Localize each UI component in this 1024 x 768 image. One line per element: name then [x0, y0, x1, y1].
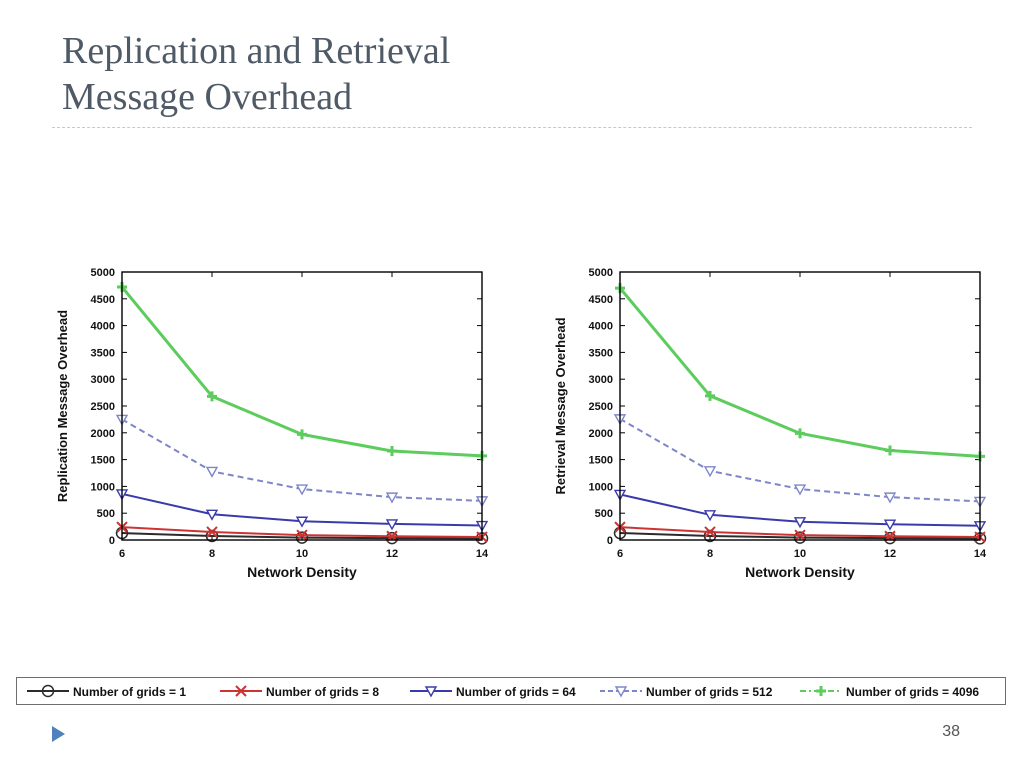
y-tick-label: 4500 — [91, 294, 115, 306]
series-line — [121, 532, 483, 540]
x-tick-label: 14 — [476, 548, 489, 560]
plot-frame — [121, 271, 483, 541]
data-point — [793, 531, 807, 544]
replication-overhead-chart: Replication Message Overhead 0 500 1000 1500… — [55, 267, 489, 580]
data-point — [296, 529, 308, 541]
page-number: 38 — [942, 723, 960, 740]
chart-legend: Number of grids = 1 Number of grids = 8 Nu… — [16, 677, 1006, 705]
y-axis-label: Replication Message Overhead — [55, 310, 70, 502]
series-line — [619, 532, 981, 540]
y-tick-label: 2500 — [589, 401, 613, 413]
y-tick-label: 4500 — [589, 294, 613, 306]
legend-label: Number of grids = 8 — [266, 685, 379, 699]
y-tick-label: 500 — [595, 508, 613, 520]
y-tick-label: 2000 — [91, 428, 115, 440]
y-tick-label: 4000 — [91, 321, 115, 333]
y-tick-label: 5000 — [589, 267, 613, 279]
legend-label: Number of grids = 512 — [646, 685, 773, 699]
y-tick-label: 1500 — [91, 455, 115, 467]
y-tick-label: 2500 — [91, 401, 115, 413]
y-tick-label: 1000 — [91, 481, 115, 493]
data-point — [883, 531, 897, 545]
slide-title: Replication and Retrieval Message Overhe… — [62, 28, 450, 120]
data-point — [883, 492, 897, 504]
slide-title-line-2: Message Overhead — [62, 76, 353, 118]
legend-label: Number of grids = 64 — [456, 685, 576, 699]
data-point — [385, 519, 399, 531]
data-point — [793, 484, 807, 496]
data-point — [385, 492, 399, 504]
data-point — [794, 529, 806, 541]
legend-swatch-marker — [614, 686, 628, 698]
plot-frame — [619, 271, 981, 541]
x-axis-label: Network Density — [745, 564, 855, 580]
data-point — [703, 529, 717, 543]
data-point — [295, 531, 309, 544]
x-tick-label: 12 — [386, 548, 398, 560]
slide-title-line-1: Replication and Retrieval — [62, 30, 451, 72]
data-point — [206, 526, 218, 538]
data-point — [295, 484, 309, 496]
data-point — [205, 509, 219, 521]
y-tick-label: 5000 — [91, 267, 115, 279]
y-tick-label: 3000 — [91, 374, 115, 386]
x-tick-label: 8 — [209, 548, 215, 560]
data-point — [793, 517, 807, 529]
data-point — [387, 446, 397, 457]
legend-swatch-marker — [816, 686, 826, 696]
data-point — [705, 390, 715, 401]
data-point — [885, 445, 895, 456]
y-tick-label: 3000 — [589, 374, 613, 386]
y-tick-label: 1500 — [589, 455, 613, 467]
y-tick-label: 3500 — [589, 347, 613, 359]
legend-label: Number of grids = 1 — [73, 685, 186, 699]
y-tick-label: 2000 — [589, 428, 613, 440]
y-tick-label: 500 — [97, 508, 115, 520]
data-point — [205, 529, 219, 543]
x-tick-label: 6 — [119, 548, 125, 560]
x-tick-label: 10 — [794, 548, 806, 560]
data-point — [297, 429, 307, 440]
legend-swatch-marker — [41, 684, 55, 698]
data-point — [703, 466, 717, 478]
data-point — [295, 516, 309, 528]
data-point — [704, 526, 716, 538]
x-tick-label: 14 — [974, 548, 987, 560]
y-tick-label: 1000 — [589, 481, 613, 493]
x-tick-label: 8 — [707, 548, 713, 560]
title-divider — [52, 127, 972, 128]
legend-label: Number of grids = 4096 — [846, 685, 979, 699]
retrieval-overhead-chart: Retrieval Message Overhead 0 500 1000 1500 20… — [553, 267, 987, 580]
data-point — [703, 510, 717, 522]
legend-swatch-marker — [235, 685, 247, 697]
data-point — [205, 466, 219, 478]
data-point — [883, 519, 897, 531]
x-tick-label: 10 — [296, 548, 308, 560]
y-axis-label: Retrieval Message Overhead — [553, 317, 568, 494]
y-tick-label: 0 — [109, 535, 115, 547]
x-tick-label: 6 — [617, 548, 623, 560]
data-point — [385, 531, 399, 545]
play-arrow-icon — [52, 726, 65, 742]
y-tick-label: 3500 — [91, 347, 115, 359]
y-tick-label: 0 — [607, 535, 613, 547]
x-axis-label: Network Density — [247, 564, 357, 580]
y-tick-label: 4000 — [589, 321, 613, 333]
data-point — [207, 391, 217, 402]
data-point — [795, 428, 805, 439]
x-tick-label: 12 — [884, 548, 896, 560]
legend-swatch-marker — [424, 686, 438, 698]
